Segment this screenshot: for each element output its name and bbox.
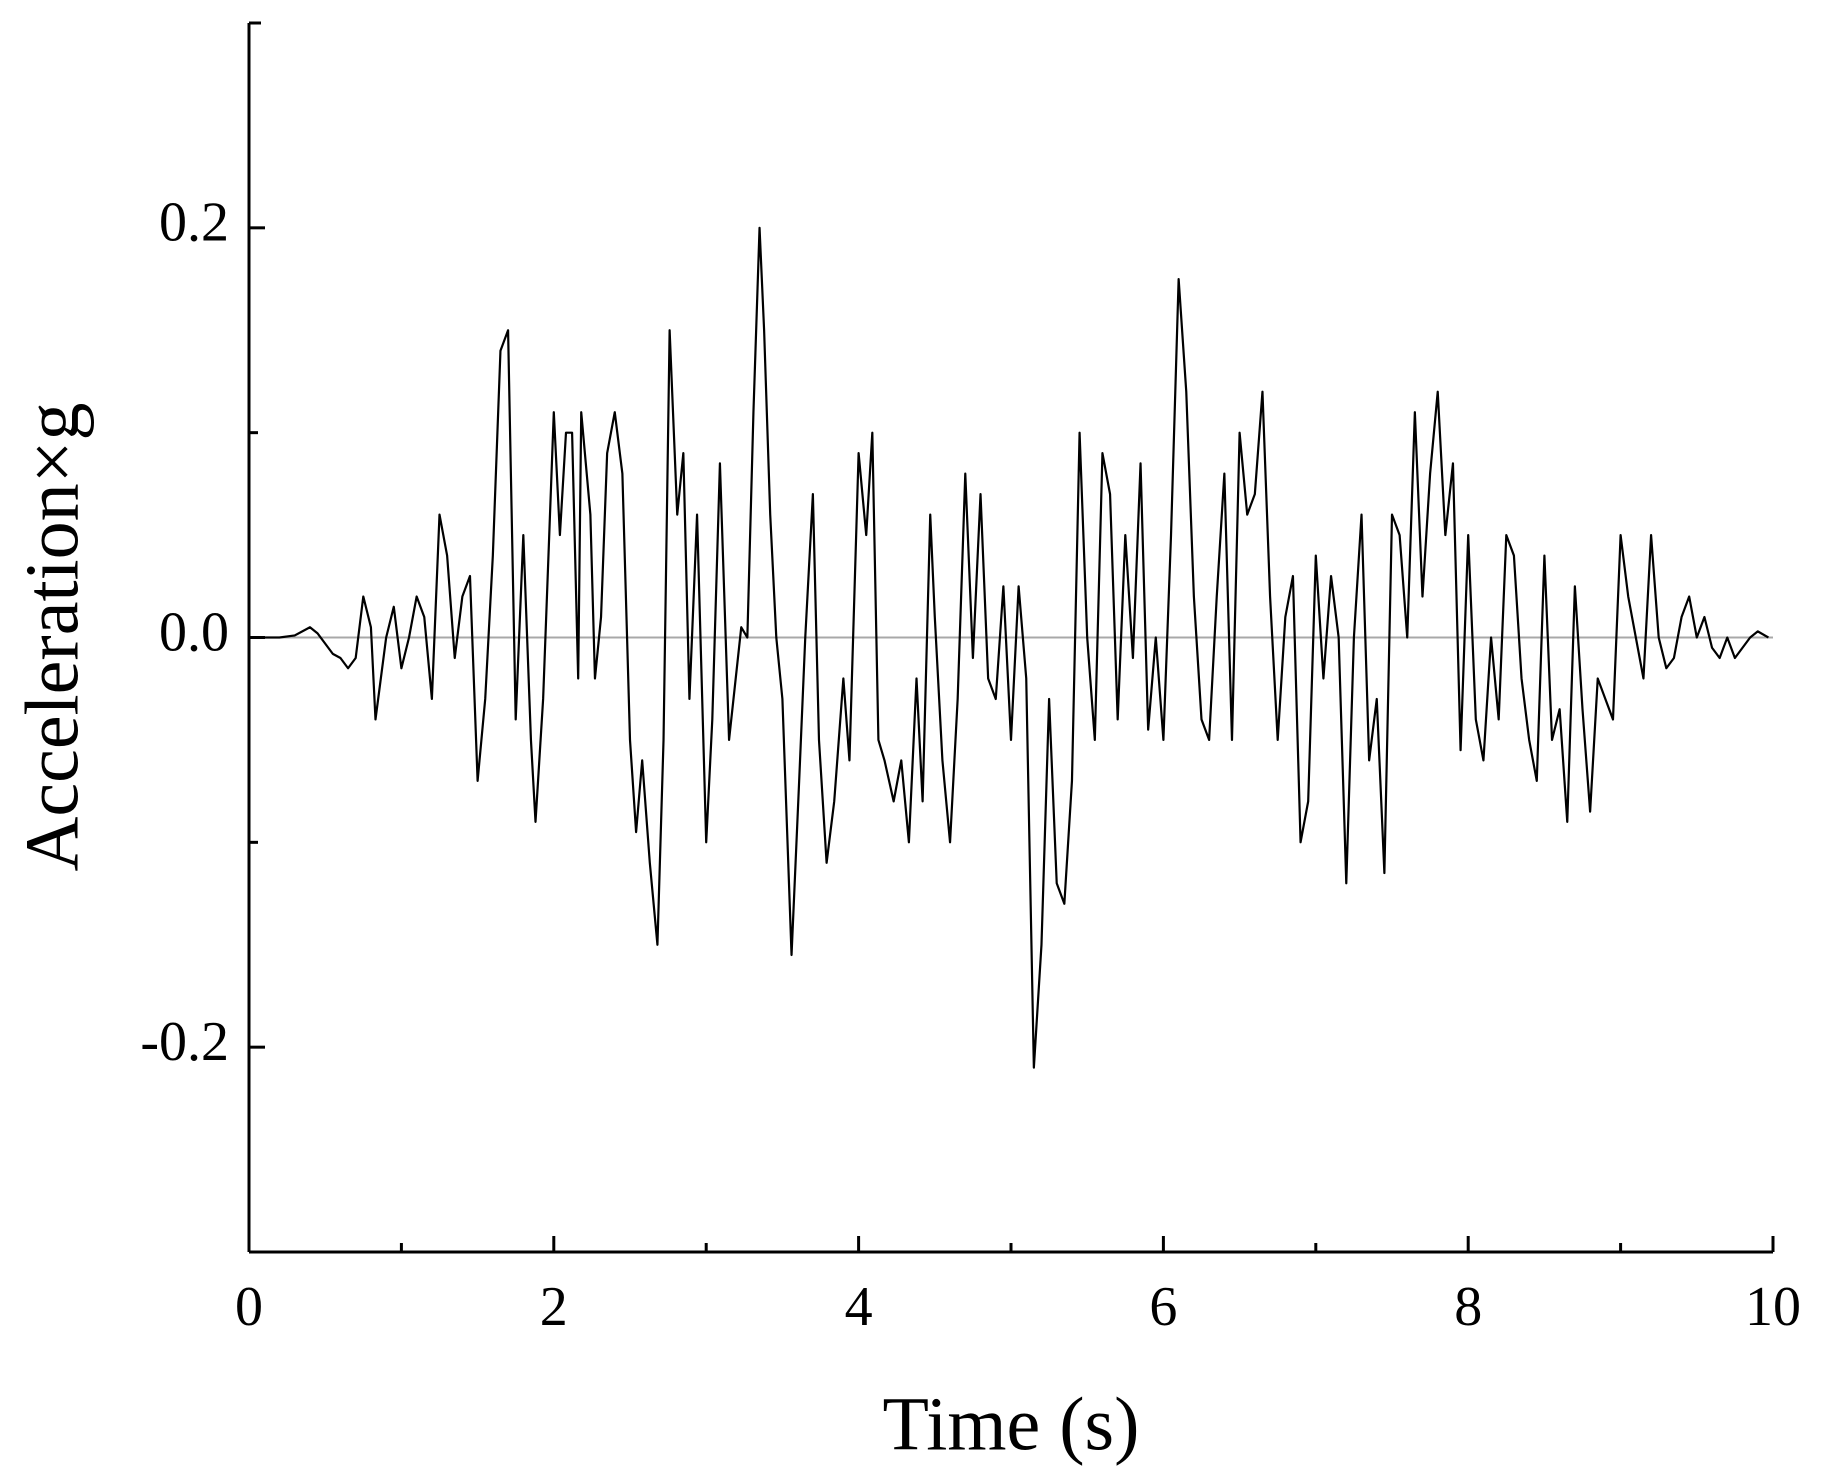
x-tick-label: 0	[235, 1276, 263, 1338]
x-tick-label: 10	[1745, 1276, 1801, 1338]
x-tick-label: 6	[1149, 1276, 1177, 1338]
y-tick-label: -0.2	[140, 1011, 229, 1073]
y-tick-label: 0.2	[159, 192, 229, 254]
data-line	[249, 226, 1769, 1069]
x-tick-label: 2	[540, 1276, 568, 1338]
y-axis-label: Acceleration×g	[10, 402, 94, 871]
x-tick-label: 4	[845, 1276, 873, 1338]
x-axis-label: Time (s)	[883, 1382, 1140, 1466]
x-tick-label: 8	[1454, 1276, 1482, 1338]
y-tick-label: 0.0	[159, 601, 229, 663]
